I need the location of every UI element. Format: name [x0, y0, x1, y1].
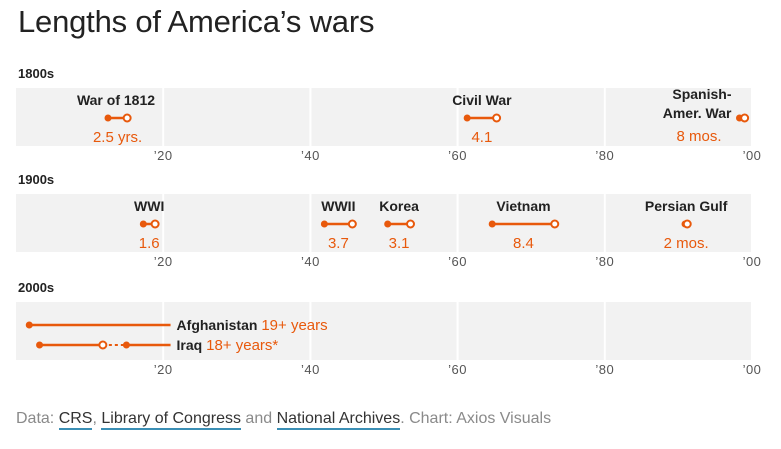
x-tick-label: ’20 — [154, 362, 173, 377]
x-tick-label: ’00 — [743, 148, 762, 163]
war-start-dot — [25, 321, 33, 329]
x-tick-label: ’80 — [595, 254, 614, 269]
century-panel-1800s: 1800s ’20 ’40 ’60 ’80 ’00 War of 1812 2.5 yrs. C… — [16, 66, 761, 163]
x-tick-label: ’40 — [301, 254, 320, 269]
war-end-dot — [122, 113, 132, 123]
war-end-dot — [550, 219, 560, 229]
page-title: Lengths of America’s wars — [18, 4, 375, 39]
panel-band — [16, 88, 752, 146]
war-restart-dot — [122, 341, 130, 349]
war-end-dot — [682, 219, 692, 229]
war-end-dot — [492, 113, 502, 123]
war-duration: 3.7 — [328, 235, 349, 252]
war-duration: 3.1 — [389, 235, 410, 252]
war-name: WWII — [321, 198, 355, 214]
war-wwi: WWI 1.6 — [134, 198, 164, 252]
war-start-dot — [488, 220, 496, 228]
x-tick-label: ’20 — [154, 254, 173, 269]
footer-separator: and — [240, 410, 277, 427]
war-start-dot — [384, 220, 392, 228]
x-tick-label: ’60 — [448, 254, 467, 269]
footer-separator: , — [92, 410, 102, 427]
war-vietnam: Vietnam 8.4 — [488, 198, 560, 252]
x-tick-label: ’20 — [154, 148, 173, 163]
war-name: Vietnam — [496, 198, 550, 214]
war-civil-war: Civil War 4.1 — [452, 92, 512, 146]
war-iraq: Iraq 18+ years* — [36, 337, 278, 354]
x-tick-label: ’60 — [448, 362, 467, 377]
war-afghanistan: Afghanistan 19+ years — [25, 317, 328, 334]
war-duration: 2 mos. — [664, 235, 709, 252]
war-korea: Korea 3.1 — [379, 198, 419, 252]
war-name: Amer. War — [663, 105, 732, 121]
war-duration: 19+ years — [261, 317, 327, 334]
footer-credits: Data: CRS, Library of Congress and Natio… — [16, 410, 552, 430]
century-label: 1800s — [18, 66, 54, 81]
war-name: Korea — [379, 198, 419, 214]
x-tick-label: ’00 — [743, 254, 762, 269]
war-pause-end-dot — [98, 340, 108, 350]
war-end-dot — [740, 113, 750, 123]
war-duration: 1.6 — [139, 235, 160, 252]
war-start-dot — [463, 114, 471, 122]
war-label: Iraq 18+ years* — [177, 337, 279, 354]
war-duration: 8.4 — [513, 235, 534, 252]
x-tick-label: ’80 — [595, 148, 614, 163]
source-link-national-archives[interactable]: National Archives — [276, 410, 401, 430]
war-end-dot — [405, 219, 415, 229]
source-link-crs[interactable]: CRS — [58, 410, 93, 430]
panel-band — [16, 194, 752, 252]
footer-suffix: . Chart: Axios Visuals — [400, 410, 552, 427]
x-tick-label: ’40 — [301, 148, 320, 163]
war-name: WWI — [134, 198, 164, 214]
war-duration: 8 mos. — [676, 128, 721, 145]
war-duration: 18+ years* — [206, 337, 278, 354]
war-name: Iraq — [177, 337, 207, 353]
footer-prefix: Data: — [16, 410, 59, 427]
war-name: Spanish- — [672, 86, 731, 102]
century-label: 1900s — [18, 172, 54, 187]
war-persian-gulf: Persian Gulf 2 mos. — [645, 198, 728, 252]
war-start-dot — [36, 341, 44, 349]
x-tick-label: ’60 — [448, 148, 467, 163]
war-label: Afghanistan 19+ years — [177, 317, 328, 334]
century-label: 2000s — [18, 280, 54, 295]
war-end-dot — [347, 219, 357, 229]
war-name: War of 1812 — [77, 92, 155, 108]
war-wwii: WWII 3.7 — [320, 198, 357, 252]
century-panel-2000s: 2000s ’20 ’40 ’60 ’80 ’00 Afghanistan 19+ year… — [16, 280, 761, 377]
war-name: Civil War — [452, 92, 512, 108]
war-start-dot — [139, 220, 147, 228]
war-name: Afghanistan — [177, 317, 262, 333]
x-tick-label: ’40 — [301, 362, 320, 377]
war-duration: 4.1 — [471, 129, 492, 146]
war-start-dot — [104, 114, 112, 122]
war-duration: 2.5 yrs. — [93, 129, 142, 146]
x-tick-label: ’00 — [743, 362, 762, 377]
x-tick-label: ’80 — [595, 362, 614, 377]
war-end-dot — [150, 219, 160, 229]
war-name: Persian Gulf — [645, 198, 728, 214]
panel-band — [16, 302, 752, 360]
war-spanish-amer-war: Spanish- Amer. War 8 mos. — [663, 86, 750, 145]
war-start-dot — [320, 220, 328, 228]
century-panel-1900s: 1900s ’20 ’40 ’60 ’80 ’00 WWI 1.6 WWII 3.7 Korea 3.… — [16, 172, 761, 269]
war-war-of-1812: War of 1812 2.5 yrs. — [77, 92, 155, 146]
source-link-library-of-congress[interactable]: Library of Congress — [101, 410, 241, 430]
